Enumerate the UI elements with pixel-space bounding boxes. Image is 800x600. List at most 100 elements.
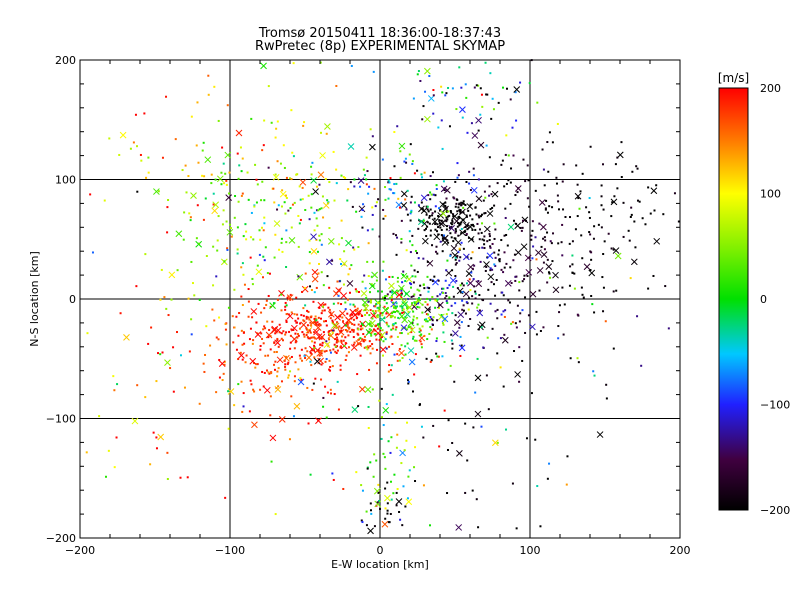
cross-stroke xyxy=(391,289,398,296)
cross-marker xyxy=(535,249,542,257)
cross-stroke xyxy=(436,301,444,309)
cross-stroke xyxy=(408,326,416,334)
dot-marker xyxy=(288,177,291,180)
dot-marker xyxy=(396,488,399,491)
dot-marker xyxy=(420,201,423,204)
dot-marker xyxy=(331,331,334,334)
dot-marker xyxy=(333,343,336,346)
dot-marker xyxy=(392,232,395,235)
dot-marker xyxy=(548,205,551,208)
dot-marker xyxy=(434,228,437,231)
cross-stroke xyxy=(445,269,453,277)
dot-marker xyxy=(310,193,313,196)
cross-stroke xyxy=(476,309,484,317)
cross-stroke xyxy=(475,195,483,203)
dot-marker xyxy=(384,517,387,520)
dot-marker xyxy=(557,242,560,245)
dot-marker xyxy=(365,510,368,513)
dot-marker xyxy=(465,214,468,217)
dot-marker xyxy=(547,271,550,274)
dot-marker xyxy=(581,293,584,296)
dot-marker xyxy=(407,382,410,385)
dot-marker xyxy=(359,337,362,340)
dot-marker xyxy=(527,314,530,317)
dot-marker xyxy=(277,345,280,348)
dot-marker xyxy=(477,214,480,217)
dot-marker xyxy=(562,333,565,336)
cross-marker xyxy=(552,271,559,279)
dot-marker xyxy=(228,171,231,174)
dot-marker xyxy=(520,229,523,232)
dot-marker xyxy=(375,348,378,351)
dot-marker xyxy=(297,317,300,320)
dot-marker xyxy=(298,222,301,225)
dot-marker xyxy=(397,316,400,319)
dot-marker xyxy=(631,170,634,173)
dot-marker xyxy=(538,222,541,225)
dot-marker xyxy=(390,299,393,302)
dot-marker xyxy=(483,243,486,246)
cross-stroke xyxy=(349,308,357,316)
dot-marker xyxy=(348,291,351,294)
cross-marker xyxy=(119,131,127,139)
dot-marker xyxy=(462,284,465,287)
cross-stroke xyxy=(313,358,321,365)
dot-marker xyxy=(437,215,440,218)
cross-marker xyxy=(391,289,398,296)
cross-stroke xyxy=(440,210,447,217)
grid-lines xyxy=(80,60,680,538)
dot-marker xyxy=(201,149,204,152)
dot-marker xyxy=(236,248,239,251)
dot-marker xyxy=(451,269,454,272)
dot-marker xyxy=(238,164,241,167)
dot-marker xyxy=(486,336,489,339)
dot-marker xyxy=(478,309,481,312)
cross-stroke xyxy=(491,439,499,447)
dot-marker xyxy=(333,393,336,396)
x-tick-label: −100 xyxy=(215,544,245,557)
dot-marker xyxy=(283,359,286,362)
dot-marker xyxy=(488,232,491,235)
dot-marker xyxy=(460,203,463,206)
dot-marker xyxy=(509,266,512,269)
dot-marker xyxy=(359,354,362,357)
dot-marker xyxy=(402,311,405,314)
dot-marker xyxy=(437,355,440,358)
cross-stroke xyxy=(357,177,365,184)
dot-marker xyxy=(652,274,655,277)
dot-marker xyxy=(341,316,344,319)
cross-stroke xyxy=(255,268,263,276)
dot-marker xyxy=(431,212,434,215)
dot-marker xyxy=(483,235,486,238)
cross-marker xyxy=(458,344,466,352)
dot-marker xyxy=(217,119,220,122)
dot-marker xyxy=(332,150,335,153)
dot-marker xyxy=(469,203,472,206)
dot-marker xyxy=(459,354,462,357)
dot-marker xyxy=(470,257,473,260)
cross-marker xyxy=(424,67,431,75)
dot-marker xyxy=(493,237,496,240)
cross-marker xyxy=(448,224,455,232)
dot-marker xyxy=(477,328,480,331)
dot-marker xyxy=(363,174,366,177)
dot-marker xyxy=(394,307,397,310)
dot-marker xyxy=(334,345,337,348)
dot-marker xyxy=(664,285,667,288)
dot-marker xyxy=(346,298,349,301)
dot-marker xyxy=(460,232,463,235)
dot-marker xyxy=(320,378,323,381)
dot-marker xyxy=(308,239,311,242)
dot-marker xyxy=(402,308,405,311)
dot-marker xyxy=(329,311,332,314)
dot-marker xyxy=(556,122,559,125)
dot-marker xyxy=(385,403,388,406)
cross-marker xyxy=(462,221,470,229)
dot-marker xyxy=(360,322,363,325)
dot-marker xyxy=(416,323,419,326)
dot-marker xyxy=(370,334,373,337)
cross-stroke xyxy=(371,271,379,279)
dot-marker xyxy=(302,314,305,317)
cross-stroke xyxy=(288,237,296,244)
dot-marker xyxy=(551,206,554,209)
